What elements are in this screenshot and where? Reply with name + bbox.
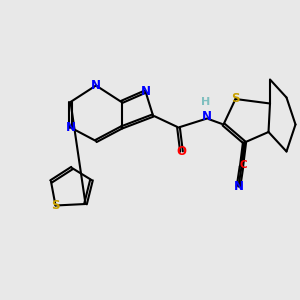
Text: S: S [51, 199, 60, 212]
Text: S: S [231, 92, 240, 106]
Text: H: H [201, 97, 210, 107]
Text: N: N [65, 121, 76, 134]
Text: N: N [233, 180, 244, 193]
Text: O: O [176, 145, 187, 158]
Text: N: N [140, 85, 151, 98]
Text: C: C [239, 160, 247, 170]
Text: N: N [91, 79, 101, 92]
Text: N: N [202, 110, 212, 124]
